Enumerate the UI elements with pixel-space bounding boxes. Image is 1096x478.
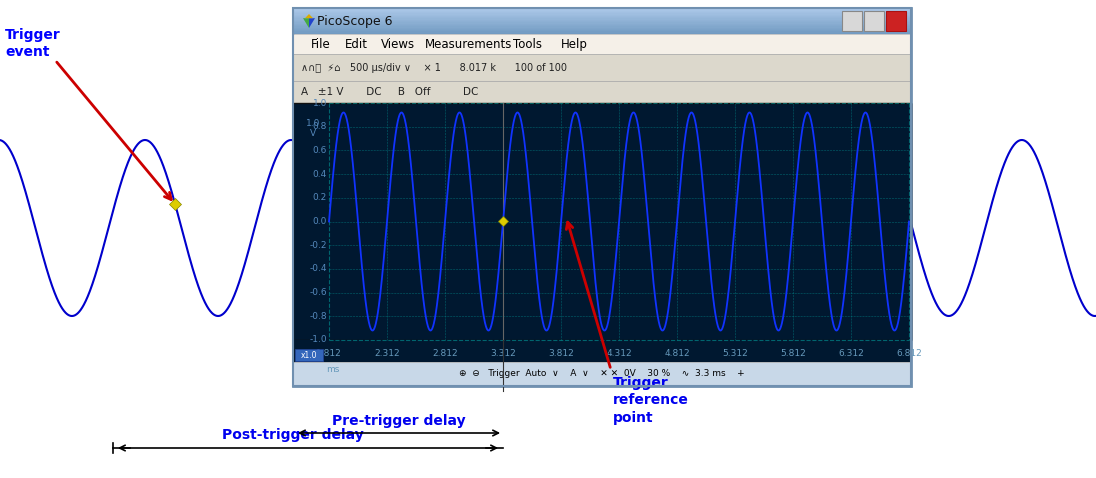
Bar bbox=[293, 18, 911, 20]
Text: Tools: Tools bbox=[513, 37, 543, 51]
Bar bbox=[293, 25, 911, 26]
Bar bbox=[293, 28, 911, 29]
Bar bbox=[293, 26, 911, 28]
Bar bbox=[293, 33, 911, 34]
Polygon shape bbox=[309, 18, 315, 28]
Text: 0.0: 0.0 bbox=[312, 217, 327, 226]
Bar bbox=[293, 34, 911, 54]
Text: Measurements: Measurements bbox=[425, 37, 512, 51]
Bar bbox=[293, 9, 911, 11]
Text: -0.2: -0.2 bbox=[309, 241, 327, 250]
Bar bbox=[293, 340, 911, 362]
Text: 0.8: 0.8 bbox=[312, 122, 327, 131]
Bar bbox=[293, 13, 911, 14]
Bar bbox=[293, 362, 911, 386]
Text: 5.312: 5.312 bbox=[722, 348, 747, 358]
Polygon shape bbox=[305, 14, 313, 18]
Bar bbox=[293, 21, 911, 22]
Bar bbox=[293, 103, 911, 340]
Bar bbox=[293, 81, 911, 103]
Text: File: File bbox=[311, 37, 331, 51]
Bar bbox=[886, 11, 906, 31]
Bar bbox=[864, 11, 884, 31]
Text: 0.6: 0.6 bbox=[312, 146, 327, 155]
Text: 6.312: 6.312 bbox=[838, 348, 864, 358]
Text: 4.312: 4.312 bbox=[606, 348, 631, 358]
Text: PicoScope 6: PicoScope 6 bbox=[317, 14, 392, 28]
Bar bbox=[293, 17, 911, 18]
Text: Trigger
reference
point: Trigger reference point bbox=[613, 376, 689, 424]
Text: -0.8: -0.8 bbox=[309, 312, 327, 321]
Text: 1.0
V: 1.0 V bbox=[306, 119, 320, 138]
Text: Edit: Edit bbox=[345, 37, 368, 51]
Text: 6.812: 6.812 bbox=[897, 348, 922, 358]
Bar bbox=[293, 32, 911, 33]
Bar bbox=[295, 349, 323, 361]
Text: ⊕  ⊖   Trigger  Auto  ∨    A  ∨    ✕ ✕  0V    30 %    ∿  3.3 ms    +: ⊕ ⊖ Trigger Auto ∨ A ∨ ✕ ✕ 0V 30 % ∿ 3.3… bbox=[459, 369, 745, 379]
Bar bbox=[293, 14, 911, 16]
Text: Help: Help bbox=[561, 37, 587, 51]
Text: -0.6: -0.6 bbox=[309, 288, 327, 297]
Bar bbox=[293, 22, 911, 23]
Text: 0.4: 0.4 bbox=[312, 170, 327, 179]
Text: 1.0: 1.0 bbox=[312, 98, 327, 108]
Bar bbox=[293, 11, 911, 12]
Text: 4.812: 4.812 bbox=[664, 348, 689, 358]
Text: 3.812: 3.812 bbox=[548, 348, 574, 358]
Bar bbox=[293, 8, 911, 9]
Text: 0.2: 0.2 bbox=[312, 193, 327, 202]
Bar bbox=[293, 8, 911, 386]
Bar bbox=[293, 20, 911, 21]
Text: 2.812: 2.812 bbox=[432, 348, 458, 358]
Text: Trigger
event: Trigger event bbox=[5, 28, 60, 59]
Text: 5.812: 5.812 bbox=[780, 348, 806, 358]
Bar bbox=[293, 12, 911, 13]
Text: ms: ms bbox=[326, 365, 340, 374]
Text: A   ±1 V       DC     B   Off          DC: A ±1 V DC B Off DC bbox=[301, 87, 478, 97]
Text: Post-trigger delay: Post-trigger delay bbox=[222, 428, 364, 442]
Bar bbox=[293, 54, 911, 81]
Bar bbox=[293, 16, 911, 17]
Bar bbox=[293, 30, 911, 32]
Bar bbox=[293, 23, 911, 25]
Text: Pre-trigger delay: Pre-trigger delay bbox=[332, 414, 466, 428]
Text: -0.4: -0.4 bbox=[309, 264, 327, 273]
Text: x1.0: x1.0 bbox=[300, 350, 317, 359]
Text: 3.312: 3.312 bbox=[490, 348, 516, 358]
Bar bbox=[293, 8, 911, 386]
Text: -1.0: -1.0 bbox=[309, 336, 327, 345]
Text: Views: Views bbox=[381, 37, 415, 51]
Polygon shape bbox=[302, 18, 309, 28]
Text: 1.812: 1.812 bbox=[316, 348, 342, 358]
Bar bbox=[842, 11, 861, 31]
Bar bbox=[293, 29, 911, 30]
Text: ∧∩⌗  ⚡⌂   500 µs/div ∨    × 1      8.017 k      100 of 100: ∧∩⌗ ⚡⌂ 500 µs/div ∨ × 1 8.017 k 100 of 1… bbox=[301, 63, 567, 73]
Text: 2.312: 2.312 bbox=[374, 348, 400, 358]
